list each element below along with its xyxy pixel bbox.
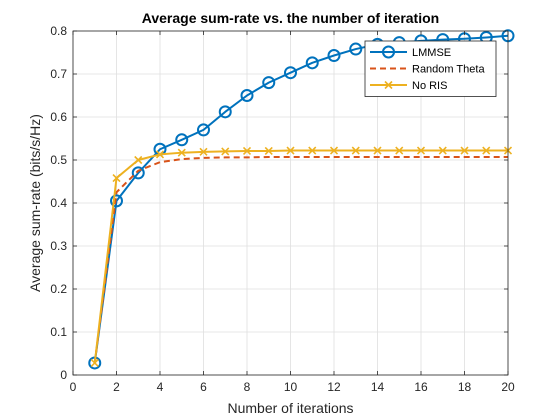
data-point-no-ris-stroke-b — [329, 146, 339, 155]
legend-item-no-ris: No RIS — [370, 80, 447, 92]
data-point-no-ris-stroke-b — [177, 148, 186, 157]
data-point-lmmse — [110, 194, 123, 208]
data-point-no-ris — [177, 148, 186, 157]
x-tick-label: 0 — [70, 380, 77, 394]
x-tick-label: 14 — [371, 380, 385, 394]
data-point-no-ris — [460, 146, 469, 155]
data-point-no-ris-stroke-b — [395, 146, 404, 155]
series-line-random-theta — [93, 155, 508, 364]
data-point-no-ris-stroke-b — [438, 146, 447, 155]
data-point-no-ris — [90, 358, 99, 368]
x-tick-label: 4 — [157, 380, 164, 394]
data-point-no-ris — [416, 146, 426, 155]
y-tick-label: 0.3 — [50, 239, 67, 253]
y-tick-label: 0.6 — [50, 110, 67, 124]
y-tick-label: 0.1 — [50, 325, 67, 339]
data-point-no-ris — [199, 147, 208, 156]
data-point-no-ris-stroke-b — [286, 146, 295, 155]
data-point-lmmse — [131, 166, 145, 180]
data-point-no-ris — [134, 155, 143, 165]
legend-item-random-theta: Random Theta — [370, 64, 485, 76]
data-point-no-ris-stroke-b — [90, 358, 99, 368]
legend-label-lmmse: LMMSE — [412, 47, 451, 59]
data-point-lmmse — [349, 42, 363, 56]
x-tick-label: 16 — [414, 380, 428, 394]
data-point-no-ris-stroke-b — [134, 155, 143, 165]
legend-item-lmmse: LMMSE — [370, 45, 451, 59]
legend: LMMSE Random Theta No RIS — [364, 40, 497, 97]
x-tick-label: 18 — [458, 380, 472, 394]
data-point-no-ris — [286, 146, 295, 155]
data-point-no-ris-stroke-b — [199, 147, 208, 156]
data-point-no-ris-stroke-b — [112, 173, 121, 183]
data-point-no-ris-stroke-b — [242, 146, 252, 156]
data-point-no-ris — [438, 146, 447, 155]
x-tick-label: 6 — [200, 380, 207, 394]
legend-label-no-ris: No RIS — [412, 80, 447, 92]
data-point-no-ris-stroke-b — [308, 146, 317, 155]
y-tick-label: 0.2 — [50, 282, 67, 296]
data-point-lmmse — [175, 133, 189, 147]
data-point-no-ris — [351, 146, 360, 155]
x-tick-label: 10 — [284, 380, 298, 394]
data-point-no-ris-stroke-b — [155, 150, 165, 159]
y-tick-label: 0.4 — [50, 196, 67, 210]
x-tick-label: 2 — [113, 380, 120, 394]
chart-title: Average sum-rate vs. the number of itera… — [142, 10, 439, 26]
data-point-no-ris — [395, 146, 404, 155]
data-point-no-ris-stroke-b — [416, 146, 426, 155]
data-point-lmmse — [240, 89, 254, 102]
y-tick-labels: 0 0.1 0.2 0.3 0.4 0.5 0.6 0.7 0.8 — [50, 24, 67, 382]
data-point-no-ris-stroke-b — [264, 146, 273, 156]
y-axis-label: Average sum-rate (bits/s/Hz) — [27, 114, 43, 292]
data-point-no-ris — [373, 146, 382, 155]
data-point-no-ris — [308, 146, 317, 155]
data-point-lmmse — [197, 123, 210, 137]
x-axis-label: Number of iterations — [227, 400, 353, 416]
data-point-lmmse — [327, 49, 341, 63]
series-layer — [88, 29, 515, 370]
legend-marker-no-ris — [384, 80, 393, 90]
data-point-no-ris — [155, 150, 165, 159]
data-point-no-ris-stroke-b — [221, 147, 230, 156]
y-tick-label: 0.8 — [50, 24, 67, 38]
x-tick-label: 8 — [244, 380, 251, 394]
legend-marker-no-ris-stroke-b — [384, 80, 393, 90]
series-no-ris — [90, 146, 513, 368]
data-point-no-ris — [221, 147, 230, 156]
data-point-lmmse — [305, 56, 319, 70]
legend-marker-lmmse — [382, 45, 395, 59]
y-tick-label: 0 — [60, 368, 67, 382]
series-line-lmmse — [93, 34, 509, 364]
data-point-no-ris — [242, 146, 252, 156]
y-tick-label: 0.5 — [50, 153, 67, 167]
data-point-lmmse — [284, 66, 297, 80]
data-point-no-ris — [482, 146, 491, 155]
tick-marks — [72, 30, 509, 376]
data-point-no-ris — [112, 173, 121, 183]
series-line-no-ris — [93, 149, 508, 364]
legend-label-random-theta: Random Theta — [412, 64, 485, 76]
data-point-lmmse — [262, 76, 276, 90]
data-point-lmmse — [218, 105, 232, 119]
y-tick-label: 0.7 — [50, 67, 67, 81]
data-point-no-ris-stroke-b — [373, 146, 382, 155]
data-point-no-ris-stroke-b — [482, 146, 491, 155]
series-random-theta — [93, 155, 508, 364]
x-tick-labels: 0 2 4 6 8 10 12 14 16 18 20 — [70, 380, 515, 394]
x-tick-label: 20 — [501, 380, 515, 394]
data-point-no-ris-stroke-b — [460, 146, 469, 155]
data-point-no-ris-stroke-b — [351, 146, 360, 155]
data-point-no-ris — [264, 146, 273, 156]
data-point-no-ris — [329, 146, 339, 155]
x-tick-label: 12 — [327, 380, 341, 394]
